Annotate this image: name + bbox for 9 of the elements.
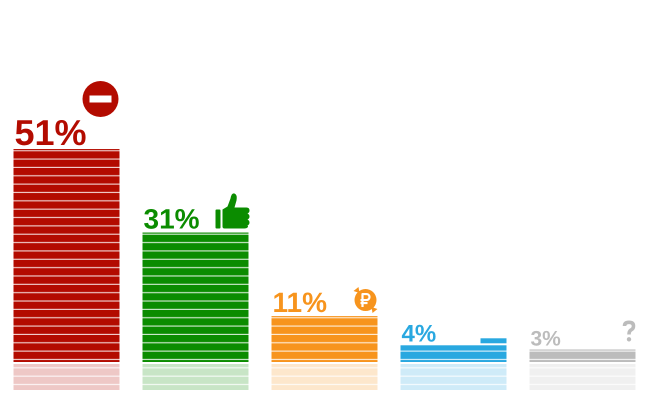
- data-label: 11%: [272, 287, 328, 318]
- bar: [530, 349, 636, 362]
- bar: [142, 232, 248, 362]
- data-label: 4%: [402, 320, 436, 348]
- data-label: 31%: [144, 204, 200, 235]
- bar: [14, 149, 120, 362]
- data-label: 3%: [530, 327, 562, 350]
- data-label: 51%: [14, 112, 87, 153]
- bar: [272, 316, 378, 362]
